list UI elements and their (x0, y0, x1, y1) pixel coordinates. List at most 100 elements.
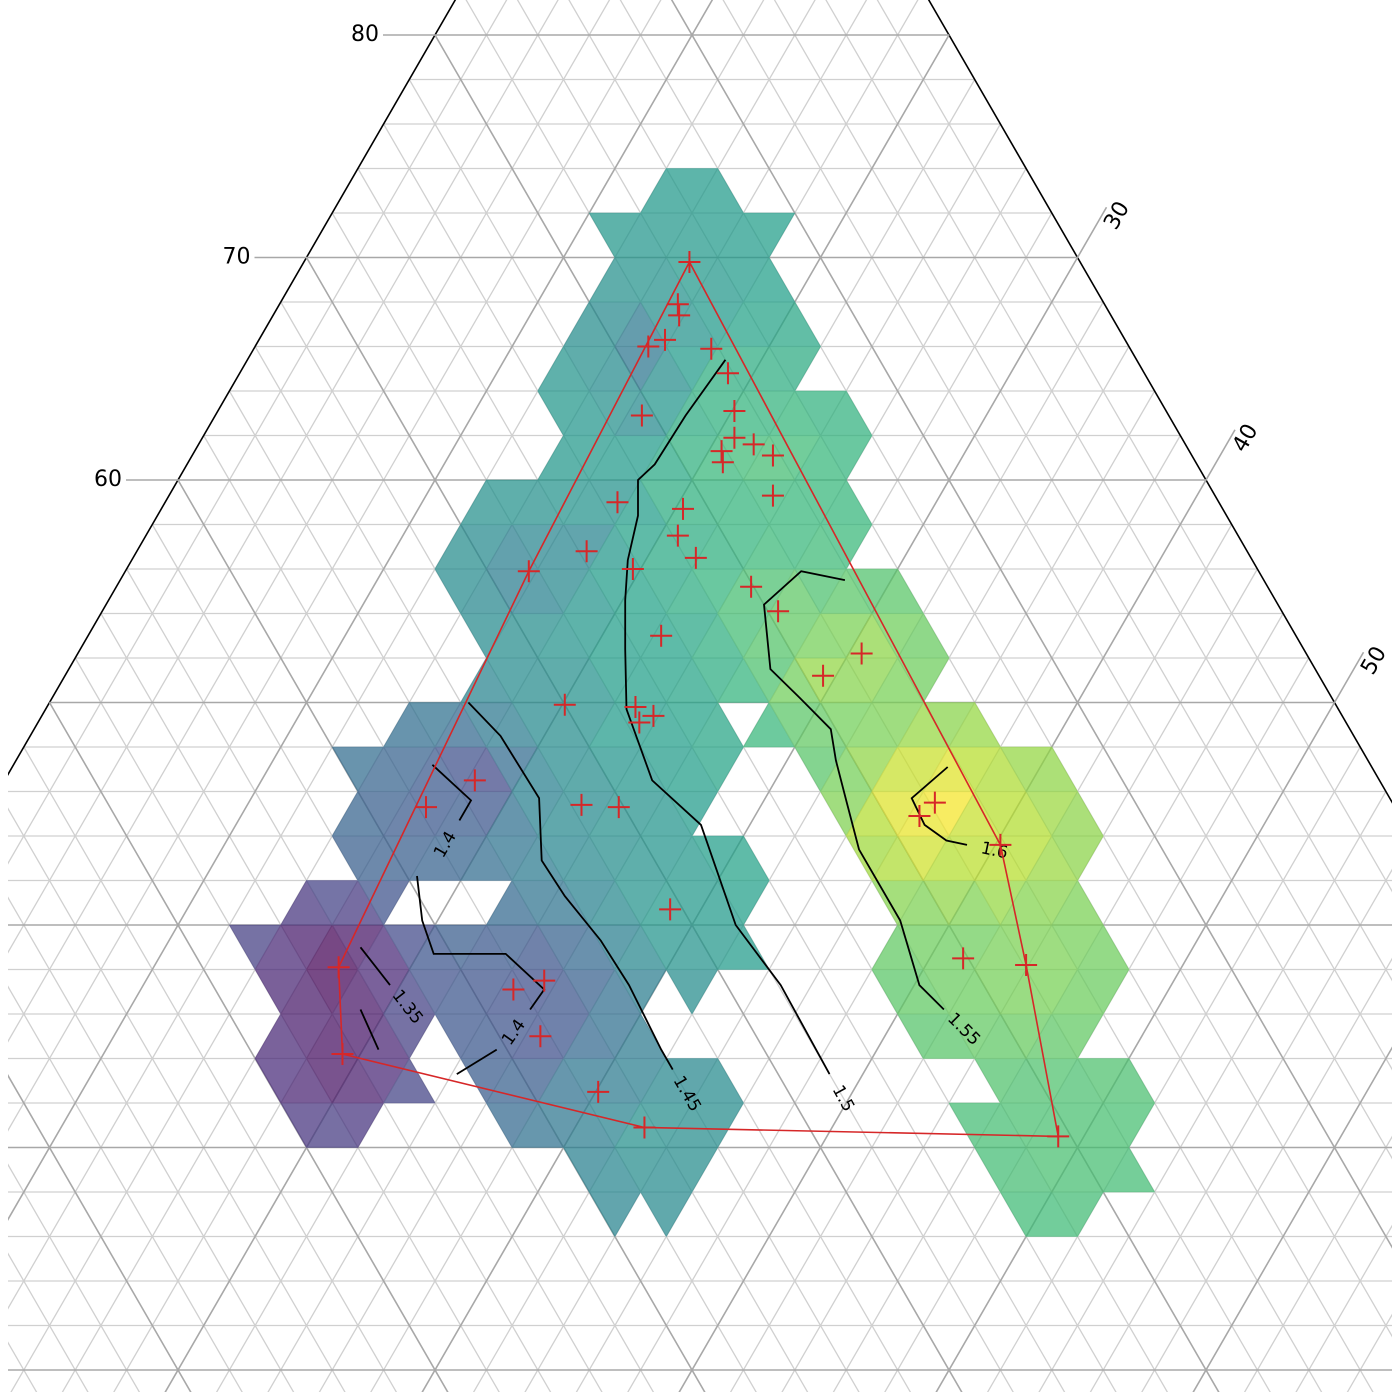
point (517, 560, 540, 583)
point (607, 796, 630, 819)
contour-line (624, 359, 831, 1075)
grid-line-c (8, 985, 243, 1392)
point (327, 956, 350, 979)
heat-cell (819, 479, 873, 525)
heat-cell (691, 701, 744, 748)
heat-cell (640, 1191, 693, 1238)
grid-line-b (627, 435, 1181, 1392)
grid-line-c (100, 613, 552, 1392)
point (850, 642, 873, 665)
point (628, 711, 651, 734)
point (952, 947, 975, 970)
point (529, 1025, 552, 1048)
point (666, 293, 689, 316)
point (463, 769, 486, 792)
point (415, 796, 438, 819)
contour-line (456, 1048, 498, 1075)
grid-line-c (670, 0, 1392, 1249)
grid-line-b (1206, 1148, 1400, 1400)
point (716, 362, 739, 385)
grid-line-b (729, 524, 1233, 1392)
point (587, 1080, 610, 1103)
point (1015, 954, 1038, 977)
point (742, 433, 765, 456)
point (606, 491, 629, 514)
b-tick-label: 40 (1228, 420, 1264, 457)
grid-line-b (1309, 1237, 1400, 1400)
heat-cell (1102, 1146, 1156, 1193)
point (1047, 1125, 1070, 1148)
point (633, 1116, 656, 1139)
grid-line-b (1141, 957, 1392, 1392)
grid-line-b (1192, 1046, 1392, 1392)
heat-cell (1051, 790, 1104, 837)
contour-line (359, 1009, 380, 1050)
grid-line-c (48, 702, 449, 1392)
grid-line-b (8, 0, 611, 1043)
grid-line-b (884, 657, 1310, 1392)
point (650, 624, 673, 647)
point (761, 444, 784, 467)
grid-line-c (8, 1074, 192, 1392)
heat-cell (665, 969, 719, 1015)
heat-cell (691, 167, 744, 214)
contour-line (416, 875, 546, 1011)
point (923, 791, 946, 814)
grid-line-b (1038, 791, 1387, 1392)
contour-line (763, 570, 945, 1011)
grid-line-b (8, 0, 714, 1221)
contour-line (431, 764, 473, 821)
grid-line-c (126, 568, 603, 1392)
point (700, 337, 723, 360)
a-tick-label: 60 (94, 467, 122, 492)
b-tick-label: 50 (1356, 642, 1392, 679)
heat-cell (768, 301, 822, 347)
point (740, 575, 763, 598)
point (654, 328, 677, 351)
point (678, 250, 701, 273)
point (761, 484, 784, 507)
grid-line-c (8, 896, 295, 1392)
heat-cell (383, 1057, 436, 1104)
heat-cell (691, 1057, 744, 1104)
point (570, 793, 593, 816)
grid-line-c (8, 807, 346, 1392)
contour-line (910, 766, 968, 846)
heat-cell (1025, 746, 1079, 792)
point (672, 497, 695, 520)
grid-line-b (935, 702, 1336, 1392)
heat-cell (1102, 1057, 1156, 1104)
grid-line-c (773, 0, 1392, 1071)
b-tick (1333, 651, 1365, 703)
point (812, 664, 835, 687)
contour-line (467, 701, 674, 1071)
heat-cell (742, 256, 796, 303)
contour-label: 1.5 (828, 1082, 859, 1115)
point (711, 451, 734, 474)
grid-line-b (1360, 1281, 1400, 1400)
point (659, 898, 682, 921)
heatmap (228, 167, 1156, 1238)
grid-line-c (151, 524, 655, 1392)
grid-line-c (357, 168, 1066, 1392)
point (642, 704, 665, 727)
point (908, 804, 931, 827)
point (723, 426, 746, 449)
point (553, 693, 576, 716)
point (684, 546, 707, 569)
point (502, 978, 525, 1001)
heat-cell (742, 212, 796, 259)
point (621, 558, 644, 580)
grid-line-c (0, 1148, 178, 1400)
point (575, 540, 598, 563)
b-tick (1076, 206, 1108, 258)
grid-line-b (781, 568, 1258, 1392)
point (723, 400, 746, 423)
a-tick-label: 70 (223, 245, 251, 270)
point (989, 833, 1012, 856)
heat-cell (871, 568, 924, 614)
heat-cell (614, 1013, 667, 1059)
point (637, 335, 660, 358)
point (668, 304, 691, 327)
b-tick (1205, 429, 1236, 481)
